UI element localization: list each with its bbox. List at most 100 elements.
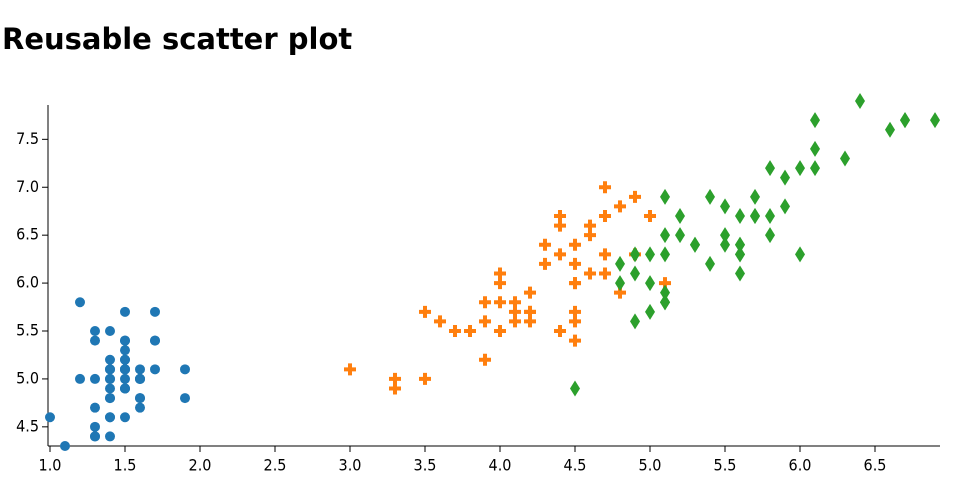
point xyxy=(90,326,100,336)
point xyxy=(135,393,145,404)
point xyxy=(644,210,656,222)
point xyxy=(795,160,805,177)
point xyxy=(120,335,130,346)
point xyxy=(105,373,115,384)
x-tick-label: 6.0 xyxy=(789,456,812,475)
point xyxy=(599,248,611,261)
x-tick-label: 2.5 xyxy=(264,456,287,475)
point xyxy=(434,315,446,328)
point xyxy=(90,373,100,384)
point xyxy=(599,181,611,194)
point xyxy=(494,296,506,309)
point xyxy=(419,372,431,385)
point xyxy=(750,188,760,205)
y-tick-label: 5.5 xyxy=(16,321,39,340)
point xyxy=(449,325,461,337)
point xyxy=(569,334,581,347)
point xyxy=(479,296,491,309)
point xyxy=(615,255,625,272)
point xyxy=(660,294,670,311)
point xyxy=(690,236,700,253)
point xyxy=(675,227,685,244)
point xyxy=(90,431,100,442)
point xyxy=(120,354,130,365)
point xyxy=(135,373,145,384)
point xyxy=(630,265,640,282)
point xyxy=(735,265,745,282)
point xyxy=(885,121,895,138)
chart-title: Reusable scatter plot xyxy=(2,22,353,56)
point xyxy=(765,227,775,244)
point xyxy=(389,372,401,385)
point xyxy=(660,246,670,263)
point xyxy=(584,267,596,280)
point xyxy=(120,364,130,375)
point xyxy=(660,284,670,301)
point xyxy=(705,255,715,272)
point xyxy=(105,354,115,365)
point xyxy=(539,257,551,270)
x-tick-label: 4.5 xyxy=(564,456,587,475)
point xyxy=(720,227,730,244)
point xyxy=(569,305,581,318)
x-tick-label: 2.0 xyxy=(189,456,212,475)
x-tick-label: 3.0 xyxy=(339,456,362,475)
point xyxy=(180,393,190,404)
point xyxy=(494,267,506,280)
point xyxy=(930,112,940,129)
point xyxy=(659,277,671,290)
point xyxy=(135,364,145,375)
point xyxy=(569,315,581,328)
point xyxy=(660,188,670,205)
point xyxy=(645,303,655,320)
point xyxy=(720,198,730,215)
point xyxy=(810,112,820,129)
y-tick-label: 6.0 xyxy=(16,273,39,292)
point xyxy=(630,246,640,263)
point xyxy=(90,335,100,346)
point xyxy=(494,277,506,290)
point xyxy=(660,227,670,244)
point xyxy=(810,140,820,157)
point xyxy=(539,238,551,251)
point xyxy=(75,297,85,308)
point xyxy=(599,210,611,222)
point xyxy=(554,219,566,232)
point xyxy=(645,275,655,292)
point xyxy=(615,275,625,292)
y-tick-label: 7.5 xyxy=(16,129,39,148)
point xyxy=(389,382,401,395)
point xyxy=(150,364,160,375)
point xyxy=(765,208,775,224)
point xyxy=(479,315,491,328)
point xyxy=(735,246,745,263)
point xyxy=(584,219,596,232)
point xyxy=(629,190,641,203)
point xyxy=(45,412,55,423)
point xyxy=(735,236,745,253)
point xyxy=(479,353,491,366)
x-tick-label: 3.5 xyxy=(414,456,437,475)
point xyxy=(105,383,115,394)
point xyxy=(150,306,160,317)
point xyxy=(150,335,160,346)
y-tick-label: 6.5 xyxy=(16,225,39,244)
point xyxy=(120,412,130,423)
point xyxy=(735,208,745,224)
x-tick-label: 5.0 xyxy=(639,456,662,475)
point xyxy=(570,380,580,397)
point xyxy=(569,257,581,270)
point xyxy=(105,431,115,442)
point xyxy=(180,364,190,375)
y-tick-label: 4.5 xyxy=(16,416,39,435)
point xyxy=(855,93,865,109)
point xyxy=(675,208,685,224)
x-tick-label: 6.5 xyxy=(864,456,887,475)
point xyxy=(120,373,130,384)
point xyxy=(569,238,581,251)
point xyxy=(60,441,70,451)
point xyxy=(795,246,805,263)
point xyxy=(524,315,536,328)
x-tick-label: 5.5 xyxy=(714,456,737,475)
point xyxy=(765,160,775,177)
